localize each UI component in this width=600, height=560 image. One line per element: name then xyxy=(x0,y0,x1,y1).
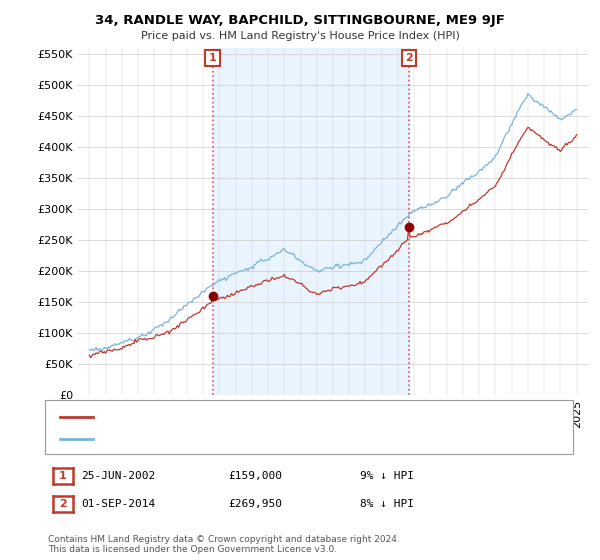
Text: £159,000: £159,000 xyxy=(228,471,282,481)
Text: £269,950: £269,950 xyxy=(228,499,282,509)
Text: HPI: Average price, detached house, Swale: HPI: Average price, detached house, Swal… xyxy=(99,434,323,444)
Text: 25-JUN-2002: 25-JUN-2002 xyxy=(81,471,155,481)
Text: 2: 2 xyxy=(59,499,67,509)
Text: Contains HM Land Registry data © Crown copyright and database right 2024.
This d: Contains HM Land Registry data © Crown c… xyxy=(48,535,400,554)
Text: 1: 1 xyxy=(59,471,67,481)
Text: 01-SEP-2014: 01-SEP-2014 xyxy=(81,499,155,509)
Text: 9% ↓ HPI: 9% ↓ HPI xyxy=(360,471,414,481)
Text: 8% ↓ HPI: 8% ↓ HPI xyxy=(360,499,414,509)
Text: Price paid vs. HM Land Registry's House Price Index (HPI): Price paid vs. HM Land Registry's House … xyxy=(140,31,460,41)
Bar xyxy=(212,48,409,395)
Text: 34, RANDLE WAY, BAPCHILD, SITTINGBOURNE, ME9 9JF: 34, RANDLE WAY, BAPCHILD, SITTINGBOURNE,… xyxy=(95,14,505,27)
Text: 1: 1 xyxy=(209,53,217,63)
Text: 34, RANDLE WAY, BAPCHILD, SITTINGBOURNE, ME9 9JF (detached house): 34, RANDLE WAY, BAPCHILD, SITTINGBOURNE,… xyxy=(99,412,479,422)
Text: 2: 2 xyxy=(405,53,413,63)
